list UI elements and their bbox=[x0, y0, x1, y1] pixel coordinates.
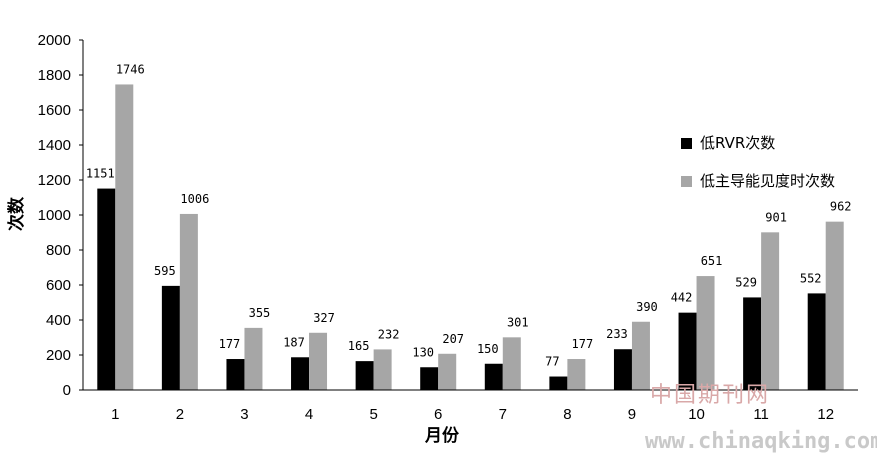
bar-low-rvr bbox=[678, 312, 697, 390]
y-tick-label: 200 bbox=[46, 347, 71, 364]
data-label: 901 bbox=[765, 210, 787, 224]
bar-low-visibility bbox=[179, 213, 198, 390]
data-label: 1746 bbox=[116, 62, 145, 76]
data-label: 233 bbox=[606, 327, 628, 341]
bar-low-rvr bbox=[613, 349, 632, 390]
bar-low-visibility bbox=[115, 84, 134, 390]
bar-low-rvr bbox=[161, 285, 180, 390]
x-tick-label: 10 bbox=[688, 406, 705, 423]
data-label: 595 bbox=[154, 264, 176, 278]
y-tick-label: 400 bbox=[46, 312, 71, 329]
data-label: 232 bbox=[378, 327, 400, 341]
data-label: 1151 bbox=[86, 167, 115, 181]
bar-low-rvr bbox=[420, 367, 439, 390]
bar-low-visibility bbox=[696, 276, 715, 390]
data-label: 651 bbox=[701, 254, 723, 268]
x-tick-label: 7 bbox=[499, 406, 507, 423]
x-tick-label: 12 bbox=[817, 406, 834, 423]
bar-low-rvr bbox=[97, 188, 116, 390]
data-label: 177 bbox=[219, 337, 241, 351]
bar-low-visibility bbox=[373, 349, 392, 390]
bar-low-visibility bbox=[502, 337, 521, 390]
bar-low-visibility bbox=[631, 321, 650, 390]
y-tick-label: 1800 bbox=[38, 67, 71, 84]
x-tick-label: 6 bbox=[434, 406, 442, 423]
y-axis-title: 次数 bbox=[6, 196, 27, 231]
data-label: 301 bbox=[507, 315, 529, 329]
bar-low-visibility bbox=[567, 359, 586, 390]
data-label: 962 bbox=[830, 200, 852, 214]
bar-low-rvr bbox=[355, 361, 374, 390]
y-tick-label: 1200 bbox=[38, 172, 71, 189]
bar-low-rvr bbox=[743, 297, 762, 390]
x-tick-label: 3 bbox=[240, 406, 248, 423]
data-label: 1006 bbox=[180, 192, 209, 206]
y-axis-ticks: 0 200 400 600 800 1000 1200 1400 1600 1800 2000 bbox=[38, 32, 83, 399]
legend-label: 低主导能见度时次数 bbox=[700, 172, 835, 190]
legend-swatch bbox=[681, 176, 692, 187]
legend-swatch bbox=[681, 138, 692, 149]
y-tick-label: 800 bbox=[46, 242, 71, 259]
x-tick-label: 9 bbox=[628, 406, 636, 423]
y-tick-label: 2000 bbox=[38, 32, 71, 49]
data-labels: 1151 1746 595 1006 177 355 187 327 165 232 130 207 1… bbox=[86, 62, 852, 368]
x-tick-label: 11 bbox=[753, 406, 769, 423]
bar-low-visibility bbox=[309, 332, 328, 390]
bar-low-rvr bbox=[484, 363, 503, 390]
bar-low-visibility bbox=[438, 353, 457, 390]
bar-low-visibility bbox=[244, 327, 263, 390]
data-label: 165 bbox=[348, 339, 370, 353]
y-tick-label: 1000 bbox=[38, 207, 71, 224]
data-label: 529 bbox=[735, 275, 757, 289]
bar-low-rvr bbox=[549, 376, 568, 390]
y-tick-label: 0 bbox=[63, 382, 71, 399]
bars bbox=[97, 84, 844, 390]
y-tick-label: 1400 bbox=[38, 137, 71, 154]
data-label: 390 bbox=[636, 300, 658, 314]
data-label: 130 bbox=[412, 345, 434, 359]
watermark-url: www.chinaqking.com bbox=[645, 429, 877, 454]
x-tick-label: 4 bbox=[305, 406, 313, 423]
bar-low-rvr bbox=[807, 293, 826, 390]
data-label: 207 bbox=[442, 332, 464, 346]
bar-low-visibility bbox=[761, 232, 780, 390]
bar-low-rvr bbox=[291, 357, 310, 390]
x-tick-label: 5 bbox=[369, 406, 377, 423]
y-tick-label: 600 bbox=[46, 277, 71, 294]
y-tick-label: 1600 bbox=[38, 102, 71, 119]
data-label: 187 bbox=[283, 335, 305, 349]
data-label: 177 bbox=[572, 337, 594, 351]
x-tick-label: 1 bbox=[111, 406, 119, 423]
data-label: 77 bbox=[545, 355, 559, 369]
data-label: 327 bbox=[313, 311, 335, 325]
watermark-title: 中国期刊网 bbox=[650, 383, 770, 408]
x-axis-title: 月份 bbox=[424, 425, 460, 446]
bar-low-visibility bbox=[825, 221, 844, 390]
data-label: 442 bbox=[671, 291, 693, 305]
legend-label: 低RVR次数 bbox=[700, 134, 775, 152]
data-label: 150 bbox=[477, 342, 499, 356]
x-axis-ticks: 1 2 3 4 5 6 7 8 9 10 11 12 bbox=[111, 406, 834, 423]
data-label: 552 bbox=[800, 271, 822, 285]
x-tick-label: 2 bbox=[176, 406, 184, 423]
bar-low-rvr bbox=[226, 359, 245, 390]
x-tick-label: 8 bbox=[563, 406, 571, 423]
data-label: 355 bbox=[249, 306, 271, 320]
